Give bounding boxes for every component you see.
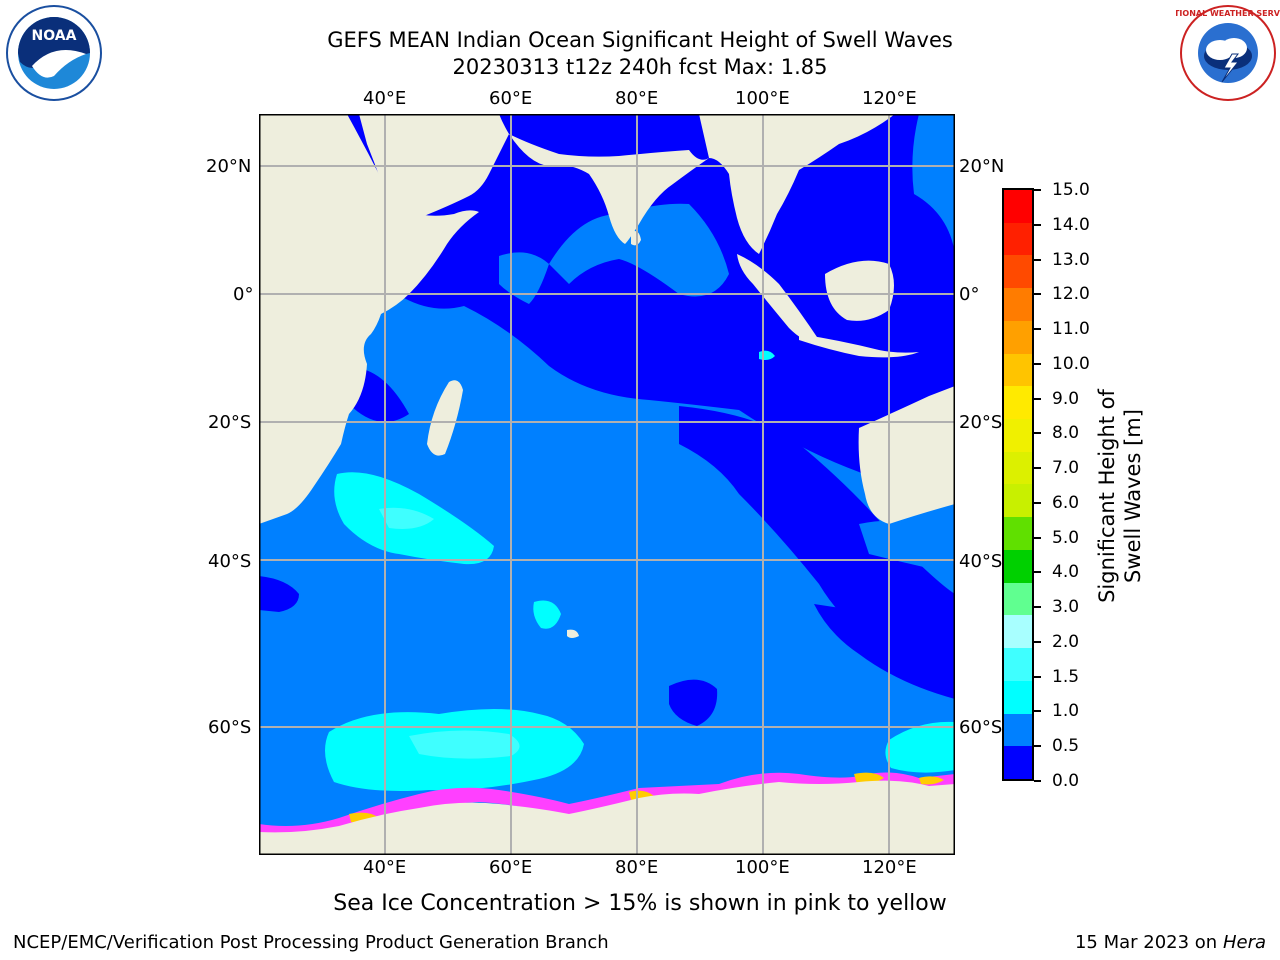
- lat-label-left-0: 0°: [233, 284, 254, 305]
- nws-logo-text: NATIONAL WEATHER SERVICE: [1176, 9, 1280, 18]
- lat-label-right-0: 0°: [959, 284, 980, 305]
- colorbar-tick-label: 1.5: [1052, 666, 1080, 687]
- colorbar-tick-label: 3.0: [1052, 597, 1080, 618]
- colorbar-tick: [1034, 675, 1041, 678]
- nws-logo: NATIONAL WEATHER SERVICE: [1162, 4, 1280, 102]
- colorbar-tick: [1034, 501, 1041, 504]
- colorbar-tick-label: 10.0: [1052, 353, 1090, 374]
- noaa-logo: NOAA: [2, 4, 106, 102]
- lat-label-right-40s: 40°S: [959, 551, 1003, 572]
- colorbar-tick: [1034, 640, 1041, 643]
- sea-ice-caption: Sea Ice Concentration > 15% is shown in …: [333, 891, 947, 916]
- lat-label-right-20s: 20°S: [959, 412, 1003, 433]
- colorbar-tick: [1034, 293, 1041, 296]
- lat-label-left-20s: 20°S: [208, 412, 252, 433]
- colorbar-tick-label: 5.0: [1052, 527, 1080, 548]
- colorbar-tick: [1034, 362, 1041, 365]
- footer-organization: NCEP/EMC/Verification Post Processing Pr…: [13, 932, 609, 953]
- colorbar-tick-label: 15.0: [1052, 180, 1090, 200]
- lon-label-bottom-80e: 80°E: [615, 857, 659, 878]
- colorbar-swatch: [1004, 615, 1032, 649]
- colorbar-tick: [1034, 397, 1041, 400]
- colorbar-tick: [1034, 432, 1041, 435]
- colorbar-tick-label: 12.0: [1052, 284, 1090, 305]
- lon-label-bottom-40e: 40°E: [363, 857, 407, 878]
- colorbar-tick: [1034, 328, 1041, 331]
- lon-label-bottom-120e: 120°E: [862, 857, 917, 878]
- colorbar-swatch: [1004, 288, 1032, 321]
- colorbar-title: Significant Height of Swell Waves [m]: [1095, 389, 1145, 603]
- colorbar-swatch: [1004, 648, 1032, 681]
- lat-label-left-20n: 20°N: [206, 156, 252, 177]
- colorbar-tick: [1034, 467, 1041, 470]
- colorbar-tick-label: 6.0: [1052, 492, 1080, 513]
- lon-label-bottom-100e: 100°E: [735, 857, 790, 878]
- colorbar-tick-label: 0.0: [1052, 771, 1080, 791]
- swell-height-map: [258, 113, 959, 856]
- colorbar-swatch: [1004, 386, 1032, 420]
- colorbar-swatch: [1004, 190, 1032, 223]
- lon-label-bottom-60e: 60°E: [489, 857, 533, 878]
- lon-label-top-80e: 80°E: [615, 88, 659, 109]
- colorbar: [1002, 188, 1034, 781]
- lon-label-top-100e: 100°E: [735, 88, 790, 109]
- colorbar-tick: [1034, 710, 1041, 713]
- swell-05-10-patches: [499, 114, 959, 574]
- colorbar-tick-label: 2.0: [1052, 631, 1080, 652]
- colorbar-swatch: [1004, 517, 1032, 550]
- lon-label-top-60e: 60°E: [489, 88, 533, 109]
- colorbar-tick: [1034, 606, 1041, 609]
- colorbar-swatch: [1004, 451, 1032, 485]
- colorbar-swatch: [1004, 255, 1032, 289]
- colorbar-swatch: [1004, 713, 1032, 747]
- lon-label-top-120e: 120°E: [862, 88, 917, 109]
- colorbar-tick: [1034, 189, 1041, 191]
- footer-on: on: [1194, 932, 1218, 953]
- lon-label-top-40e: 40°E: [363, 88, 407, 109]
- lat-label-right-60s: 60°S: [959, 717, 1003, 738]
- chart-subtitle: 20230313 t12z 240h fcst Max: 1.85: [452, 55, 828, 79]
- colorbar-tick-label: 14.0: [1052, 214, 1090, 235]
- swell-15-20-regions: [379, 507, 520, 759]
- lat-label-left-60s: 60°S: [208, 717, 252, 738]
- colorbar-tick-label: 7.0: [1052, 458, 1080, 479]
- colorbar-tick-label: 8.0: [1052, 423, 1080, 444]
- colorbar-tick-label: 13.0: [1052, 249, 1090, 270]
- colorbar-swatch: [1004, 353, 1032, 387]
- colorbar-tick: [1034, 571, 1041, 574]
- colorbar-swatch: [1004, 222, 1032, 256]
- colorbar-swatch: [1004, 582, 1032, 616]
- colorbar-tick-label: 0.5: [1052, 736, 1080, 757]
- colorbar-swatch: [1004, 746, 1032, 779]
- colorbar-tick: [1034, 536, 1041, 539]
- colorbar-swatch: [1004, 320, 1032, 354]
- colorbar-tick: [1034, 258, 1041, 261]
- colorbar-tick-label: 11.0: [1052, 319, 1090, 340]
- colorbar-swatch: [1004, 484, 1032, 518]
- colorbar-swatch: [1004, 680, 1032, 714]
- chart-title: GEFS MEAN Indian Ocean Significant Heigh…: [327, 28, 953, 52]
- footer-date-text: 15 Mar 2023: [1074, 932, 1190, 953]
- colorbar-tick-label: 4.0: [1052, 562, 1080, 583]
- map-gridlines: [259, 114, 955, 855]
- colorbar-tick-label: 9.0: [1052, 388, 1080, 409]
- colorbar-swatch: [1004, 549, 1032, 583]
- colorbar-tick: [1034, 745, 1041, 748]
- footer-machine: Hera: [1222, 932, 1266, 953]
- noaa-logo-text: NOAA: [32, 28, 77, 44]
- colorbar-swatch: [1004, 419, 1032, 452]
- colorbar-tick: [1034, 780, 1041, 782]
- lat-label-left-40s: 40°S: [208, 551, 252, 572]
- colorbar-tick-label: 1.0: [1052, 701, 1080, 722]
- colorbar-tick: [1034, 223, 1041, 226]
- lat-label-right-20n: 20°N: [959, 156, 1005, 177]
- map-frame: [258, 113, 956, 856]
- footer-date: 15 Mar 2023 on Hera: [1075, 932, 1266, 953]
